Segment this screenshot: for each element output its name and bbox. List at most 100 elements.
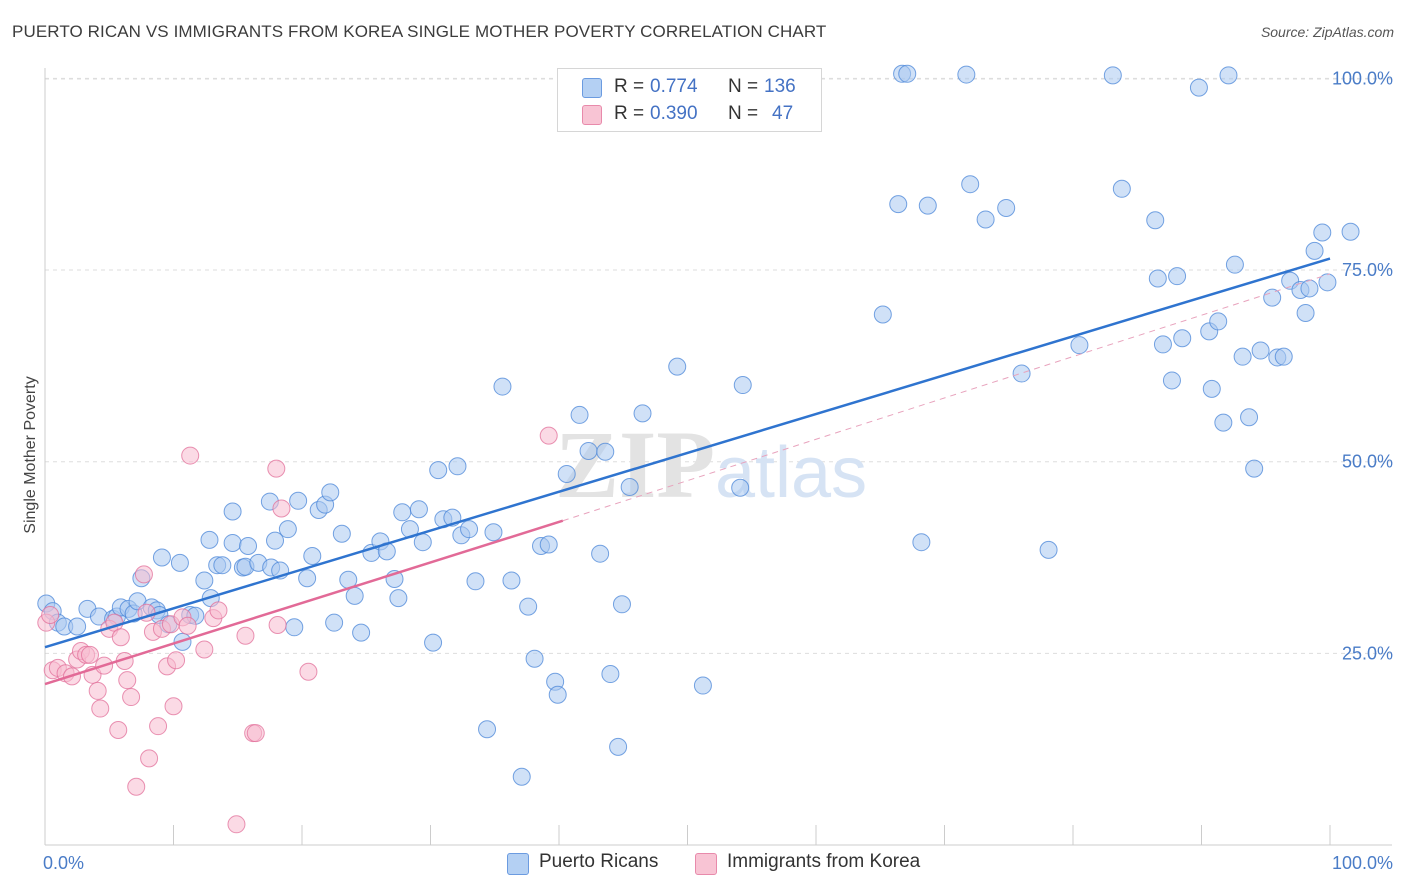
point-puerto-ricans <box>1240 408 1259 427</box>
legend-r-label: R = <box>614 76 645 97</box>
trend-line-immigrants-from-korea <box>44 519 564 686</box>
point-puerto-ricans <box>266 531 285 550</box>
point-immigrants-from-korea <box>195 640 214 659</box>
point-puerto-ricans <box>493 377 512 396</box>
point-puerto-ricans <box>200 530 219 549</box>
legend-n-label: N = <box>728 103 759 124</box>
legend-swatch-immigrants-from-korea <box>582 105 602 125</box>
legend-r-label: R = <box>614 103 645 124</box>
point-immigrants-from-korea <box>122 688 141 707</box>
point-immigrants-from-korea <box>209 601 228 620</box>
point-immigrants-from-korea <box>267 459 286 478</box>
legend-n-value: 136 <box>764 76 796 97</box>
point-puerto-ricans <box>1146 211 1165 230</box>
point-puerto-ricans <box>1173 329 1192 348</box>
point-puerto-ricans <box>321 483 340 502</box>
point-immigrants-from-korea <box>109 721 128 740</box>
point-puerto-ricans <box>223 502 242 521</box>
x-tick-label: 100.0% <box>1332 853 1393 873</box>
point-immigrants-from-korea <box>539 426 558 445</box>
point-puerto-ricans <box>912 533 931 552</box>
point-puerto-ricans <box>609 737 628 756</box>
series-immigrants-from-korea <box>37 426 558 834</box>
point-puerto-ricans <box>733 376 752 395</box>
point-puerto-ricans <box>298 569 317 588</box>
point-puerto-ricans <box>393 503 412 522</box>
watermark: ZIP atlas <box>555 411 867 518</box>
point-puerto-ricans <box>1189 78 1208 97</box>
point-immigrants-from-korea <box>134 565 153 584</box>
correlation-legend: R = 0.774 N = 136 R = 0.390 N = 47 <box>557 68 822 132</box>
point-puerto-ricans <box>448 457 467 476</box>
point-puerto-ricans <box>484 523 503 542</box>
point-puerto-ricans <box>1039 540 1058 559</box>
point-puerto-ricans <box>898 64 917 83</box>
point-puerto-ricans <box>325 613 344 632</box>
point-puerto-ricans <box>152 548 171 567</box>
point-puerto-ricans <box>1202 379 1221 398</box>
point-immigrants-from-korea <box>272 499 291 518</box>
point-puerto-ricans <box>429 461 448 480</box>
point-puerto-ricans <box>976 210 995 229</box>
point-immigrants-from-korea <box>181 446 200 465</box>
point-puerto-ricans <box>195 571 214 590</box>
point-puerto-ricans <box>1168 267 1187 286</box>
point-puerto-ricans <box>466 572 485 591</box>
bottom-legend-swatch-immigrants-from-korea <box>695 853 717 875</box>
point-puerto-ricans <box>1148 269 1167 288</box>
point-puerto-ricans <box>345 586 364 605</box>
point-puerto-ricans <box>512 767 531 786</box>
point-puerto-ricans <box>668 357 687 376</box>
point-puerto-ricans <box>289 491 308 510</box>
point-puerto-ricans <box>997 198 1016 217</box>
y-tick-label: 75.0% <box>1342 260 1393 280</box>
point-puerto-ricans <box>1209 312 1228 331</box>
point-puerto-ricans <box>1103 66 1122 85</box>
point-puerto-ricans <box>278 520 297 539</box>
point-immigrants-from-korea <box>178 616 197 635</box>
y-tick-label: 50.0% <box>1342 452 1393 472</box>
point-puerto-ricans <box>1112 179 1131 198</box>
point-immigrants-from-korea <box>299 662 318 681</box>
point-puerto-ricans <box>633 404 652 423</box>
point-puerto-ricans <box>557 464 576 483</box>
tick-labels: 25.0% 50.0% 75.0% 100.0% 0.0% 100.0% <box>43 68 1393 873</box>
point-immigrants-from-korea <box>127 777 146 796</box>
legend-n-label: N = <box>728 76 759 97</box>
point-puerto-ricans <box>1305 241 1324 260</box>
point-immigrants-from-korea <box>246 724 265 743</box>
point-puerto-ricans <box>1245 459 1264 478</box>
point-puerto-ricans <box>1300 279 1319 298</box>
point-puerto-ricans <box>170 553 189 572</box>
point-puerto-ricans <box>525 649 544 668</box>
legend-n-value: 47 <box>772 103 794 124</box>
point-puerto-ricans <box>409 500 428 519</box>
point-puerto-ricans <box>539 535 558 554</box>
trend-line-puerto-ricans <box>44 257 1331 649</box>
legend-r-value: 0.390 <box>650 103 698 124</box>
point-puerto-ricans <box>889 195 908 214</box>
point-puerto-ricans <box>620 477 639 496</box>
point-puerto-ricans <box>961 175 980 194</box>
point-immigrants-from-korea <box>118 671 137 690</box>
point-immigrants-from-korea <box>80 645 99 664</box>
bottom-legend-label: Puerto Ricans <box>539 851 659 872</box>
y-tick-label: 100.0% <box>1332 68 1393 88</box>
legend-r-value: 0.774 <box>650 76 698 97</box>
watermark-atlas: atlas <box>715 433 867 513</box>
point-puerto-ricans <box>1219 66 1238 85</box>
point-puerto-ricans <box>1012 364 1031 383</box>
chart-title: PUERTO RICAN VS IMMIGRANTS FROM KOREA SI… <box>12 22 827 41</box>
point-immigrants-from-korea <box>268 615 287 634</box>
point-puerto-ricans <box>303 546 322 565</box>
point-puerto-ricans <box>579 441 598 460</box>
point-immigrants-from-korea <box>140 749 159 768</box>
bottom-legend-swatch-puerto-ricans <box>507 853 529 875</box>
x-tick-label: 0.0% <box>43 853 84 873</box>
point-puerto-ricans <box>1153 335 1172 354</box>
point-puerto-ricans <box>213 556 232 575</box>
bottom-legend-label: Immigrants from Korea <box>727 851 921 872</box>
trend-lines <box>44 257 1331 686</box>
point-puerto-ricans <box>1225 255 1244 274</box>
